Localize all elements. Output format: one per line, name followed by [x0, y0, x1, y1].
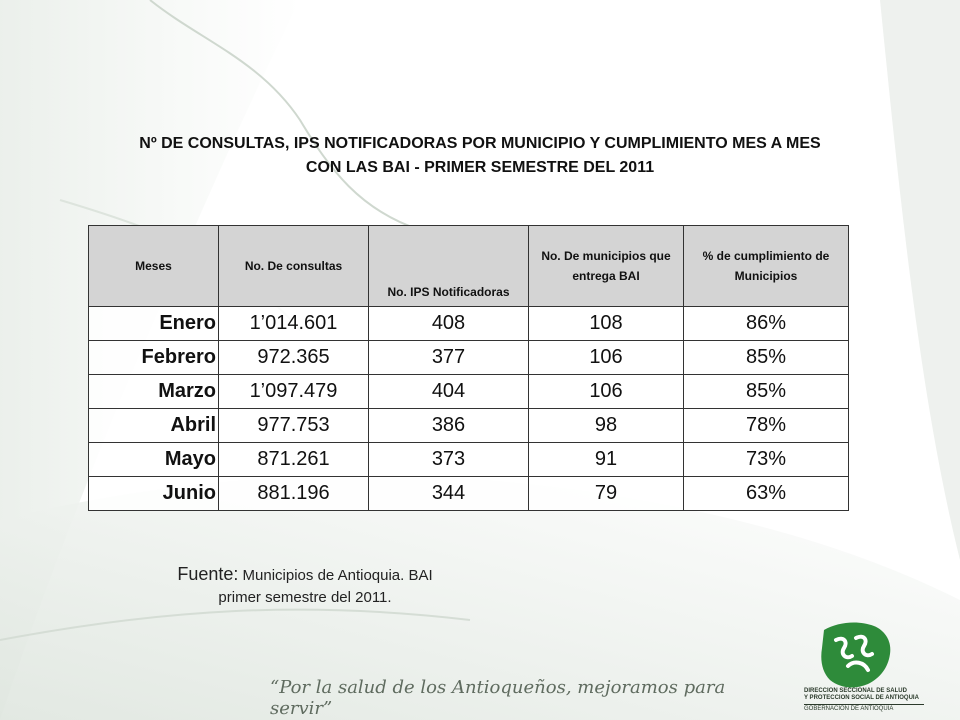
source-label: Fuente:	[177, 564, 239, 584]
cumplimiento-cell: 86%	[683, 306, 849, 341]
table-row: Abril 977.753 386 98 78%	[88, 408, 849, 443]
ips-cell: 386	[368, 408, 529, 443]
cumplimiento-cell: 78%	[683, 408, 849, 443]
table-row: Junio 881.196 344 79 63%	[88, 476, 849, 511]
consultas-cell: 977.753	[218, 408, 369, 443]
data-table: Meses No. De consultas No. IPS Notificad…	[88, 225, 849, 511]
table-row: Mayo 871.261 373 91 73%	[88, 442, 849, 477]
cumplimiento-cell: 63%	[683, 476, 849, 511]
consultas-cell: 1’097.479	[218, 374, 369, 409]
logo-line-1: DIRECCION SECCIONAL DE SALUD	[804, 688, 907, 694]
table-row: Febrero 972.365 377 106 85%	[88, 340, 849, 375]
month-cell: Enero	[88, 306, 219, 341]
month-cell: Junio	[88, 476, 219, 511]
source-note: Fuente: Municipios de Antioquia. BAI pri…	[140, 563, 470, 609]
month-cell: Abril	[88, 408, 219, 443]
month-cell: Mayo	[88, 442, 219, 477]
municipios-cell: 79	[528, 476, 684, 511]
table-row: Marzo 1’097.479 404 106 85%	[88, 374, 849, 409]
logo-line-2: Y PROTECCION SOCIAL DE ANTIOQUIA	[804, 695, 919, 701]
ips-cell: 404	[368, 374, 529, 409]
title-line-2: CON LAS BAI - PRIMER SEMESTRE DEL 2011	[305, 159, 655, 176]
cumplimiento-cell: 73%	[683, 442, 849, 477]
header-meses: Meses	[88, 225, 219, 307]
ips-cell: 408	[368, 306, 529, 341]
municipios-cell: 91	[528, 442, 684, 477]
ips-cell: 373	[368, 442, 529, 477]
header-consultas: No. De consultas	[218, 225, 369, 307]
source-line-1: Fuente: Municipios de Antioquia. BAI	[140, 563, 470, 587]
municipios-cell: 98	[528, 408, 684, 443]
source-line-2: primer semestre del 2011.	[218, 589, 392, 606]
municipios-cell: 106	[528, 340, 684, 375]
cumplimiento-cell: 85%	[683, 374, 849, 409]
ips-cell: 344	[368, 476, 529, 511]
logo-line-3: GOBERNACION DE ANTIOQUIA	[804, 704, 924, 713]
dssa-logo-icon	[821, 622, 891, 688]
month-cell: Marzo	[88, 374, 219, 409]
header-cumplimiento: % de cumplimiento de Municipios	[683, 225, 849, 307]
table-header-row: Meses No. De consultas No. IPS Notificad…	[88, 225, 849, 307]
consultas-cell: 871.261	[218, 442, 369, 477]
cumplimiento-cell: 85%	[683, 340, 849, 375]
slide-title: Nº DE CONSULTAS, IPS NOTIFICADORAS POR M…	[40, 132, 920, 180]
title-line-1: Nº DE CONSULTAS, IPS NOTIFICADORAS POR M…	[139, 135, 821, 152]
header-ips: No. IPS Notificadoras	[368, 225, 529, 307]
logo-caption: DIRECCION SECCIONAL DE SALUD Y PROTECCIO…	[804, 688, 924, 713]
table-row: Enero 1’014.601 408 108 86%	[88, 306, 849, 341]
municipios-cell: 108	[528, 306, 684, 341]
municipios-cell: 106	[528, 374, 684, 409]
consultas-cell: 1’014.601	[218, 306, 369, 341]
header-municipios: No. De municipios que entrega BAI	[528, 225, 684, 307]
ips-cell: 377	[368, 340, 529, 375]
consultas-cell: 972.365	[218, 340, 369, 375]
consultas-cell: 881.196	[218, 476, 369, 511]
month-cell: Febrero	[88, 340, 219, 375]
slogan: “Por la salud de los Antioqueños, mejora…	[270, 677, 726, 719]
source-text: Municipios de Antioquia. BAI	[238, 567, 433, 584]
